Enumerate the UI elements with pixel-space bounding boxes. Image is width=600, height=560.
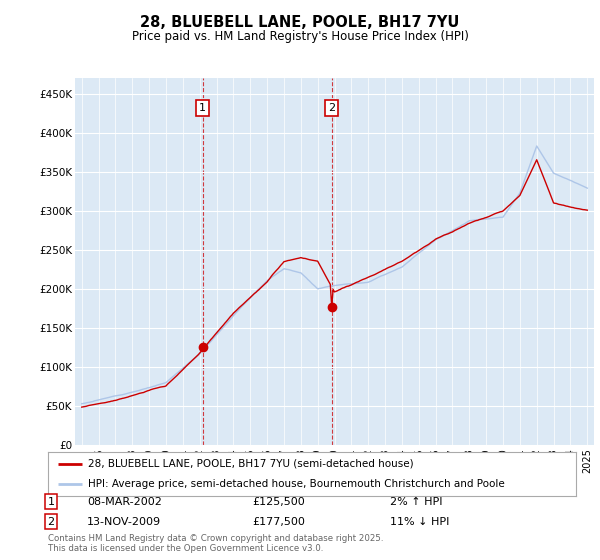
Text: 08-MAR-2002: 08-MAR-2002 bbox=[87, 497, 162, 507]
Text: 28, BLUEBELL LANE, POOLE, BH17 7YU (semi-detached house): 28, BLUEBELL LANE, POOLE, BH17 7YU (semi… bbox=[88, 459, 413, 469]
Text: HPI: Average price, semi-detached house, Bournemouth Christchurch and Poole: HPI: Average price, semi-detached house,… bbox=[88, 479, 505, 489]
Text: 28, BLUEBELL LANE, POOLE, BH17 7YU: 28, BLUEBELL LANE, POOLE, BH17 7YU bbox=[140, 15, 460, 30]
Text: Contains HM Land Registry data © Crown copyright and database right 2025.
This d: Contains HM Land Registry data © Crown c… bbox=[48, 534, 383, 553]
Text: 2: 2 bbox=[47, 517, 55, 527]
Text: £177,500: £177,500 bbox=[252, 517, 305, 527]
Text: 11% ↓ HPI: 11% ↓ HPI bbox=[390, 517, 449, 527]
Text: Price paid vs. HM Land Registry's House Price Index (HPI): Price paid vs. HM Land Registry's House … bbox=[131, 30, 469, 43]
Text: £125,500: £125,500 bbox=[252, 497, 305, 507]
Text: 2% ↑ HPI: 2% ↑ HPI bbox=[390, 497, 443, 507]
Text: 1: 1 bbox=[47, 497, 55, 507]
Text: 13-NOV-2009: 13-NOV-2009 bbox=[87, 517, 161, 527]
Text: 2: 2 bbox=[328, 103, 335, 113]
Text: 1: 1 bbox=[199, 103, 206, 113]
